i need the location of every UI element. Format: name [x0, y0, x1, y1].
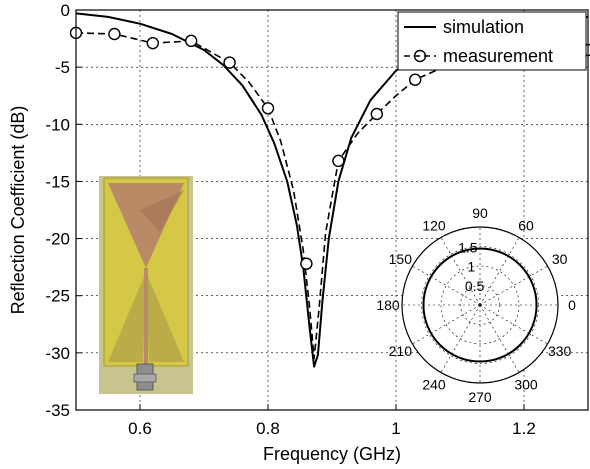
polar-angle-label: 120 [422, 217, 446, 233]
measurement-point [332, 154, 345, 168]
measurement-point [370, 107, 383, 121]
photo-bottom-triangle-left [108, 272, 146, 362]
legend: simulation measurement [397, 11, 587, 71]
measurement-point [108, 27, 121, 41]
polar-angle-label: 330 [548, 343, 572, 359]
y-tick-label: -35 [45, 401, 70, 420]
photo-bottom-triangle-right [146, 272, 184, 362]
polar-ring [440, 265, 520, 345]
measurement-point [146, 36, 160, 50]
polar-angle-label: 90 [472, 205, 488, 221]
measurement-point [261, 102, 275, 115]
polar-spoke [412, 265, 481, 306]
polar-pattern [422, 247, 538, 363]
polar-angle-label: 0 [568, 297, 576, 313]
y-axis-label: Reflection Coefficient (dB) [8, 106, 28, 315]
polar-spoke [440, 304, 481, 373]
polar-radius-label: 0.5 [465, 278, 485, 294]
measurement-point [184, 34, 198, 48]
y-tick-label: -30 [45, 344, 70, 363]
polar-spoke [412, 304, 481, 345]
polar-radius-label: 1.5 [458, 239, 478, 255]
polar-angle-label: 210 [389, 343, 413, 359]
x-tick-label: 0.6 [128, 419, 152, 438]
x-tick-label: 1.2 [512, 419, 536, 438]
y-tick-label: 0 [61, 1, 70, 20]
measurement-curve [75, 32, 589, 360]
polar-radius-label: 1 [467, 259, 475, 275]
antenna-photo [99, 176, 193, 394]
photo-top-triangle-shade [140, 190, 184, 232]
measurement-point [300, 257, 313, 270]
y-tick-label: -25 [45, 287, 70, 306]
x-tick-label: 0.8 [256, 419, 280, 438]
polar-ring [421, 246, 539, 364]
y-tick-label: -5 [55, 58, 70, 77]
measurement-point [409, 73, 422, 86]
plot-frame [75, 9, 589, 411]
polar-angle-label: 300 [514, 377, 538, 393]
polar-angle-label: 60 [518, 217, 534, 233]
legend-box [397, 11, 587, 71]
polar-spoke [440, 237, 481, 306]
polar-angle-label: 30 [552, 251, 568, 267]
axis-ticks: 0.6 0.8 1 1.2 0 -5 -10 -15 -20 -25 -30 -35 [45, 1, 535, 438]
y-tick-label: -20 [45, 230, 70, 249]
legend-measurement-marker [413, 49, 427, 63]
x-tick-label: 1 [391, 419, 400, 438]
x-axis-label: Frequency (GHz) [263, 444, 401, 464]
polar-spoke [479, 265, 548, 306]
photo-feed-line [144, 268, 148, 366]
polar-spoke [479, 304, 520, 373]
legend-measurement-label: measurement [443, 46, 553, 66]
photo-connector-nut [133, 373, 157, 383]
polar-angle-label: 240 [422, 377, 446, 393]
polar-angle-label: 180 [376, 297, 400, 313]
polar-spoke [479, 304, 548, 345]
polar-inset: 0 30 60 90 120 150 180 210 240 270 300 330 0.5 1 1.5 [376, 205, 576, 405]
y-tick-label: -10 [45, 115, 70, 134]
polar-ring [460, 285, 500, 325]
measurement-point [223, 56, 236, 69]
polar-angle-label: 150 [389, 251, 413, 267]
polar-angle-label: 270 [468, 389, 492, 405]
y-tick-label: -15 [45, 172, 70, 191]
polar-spoke [479, 237, 520, 306]
legend-simulation-label: simulation [443, 17, 524, 37]
